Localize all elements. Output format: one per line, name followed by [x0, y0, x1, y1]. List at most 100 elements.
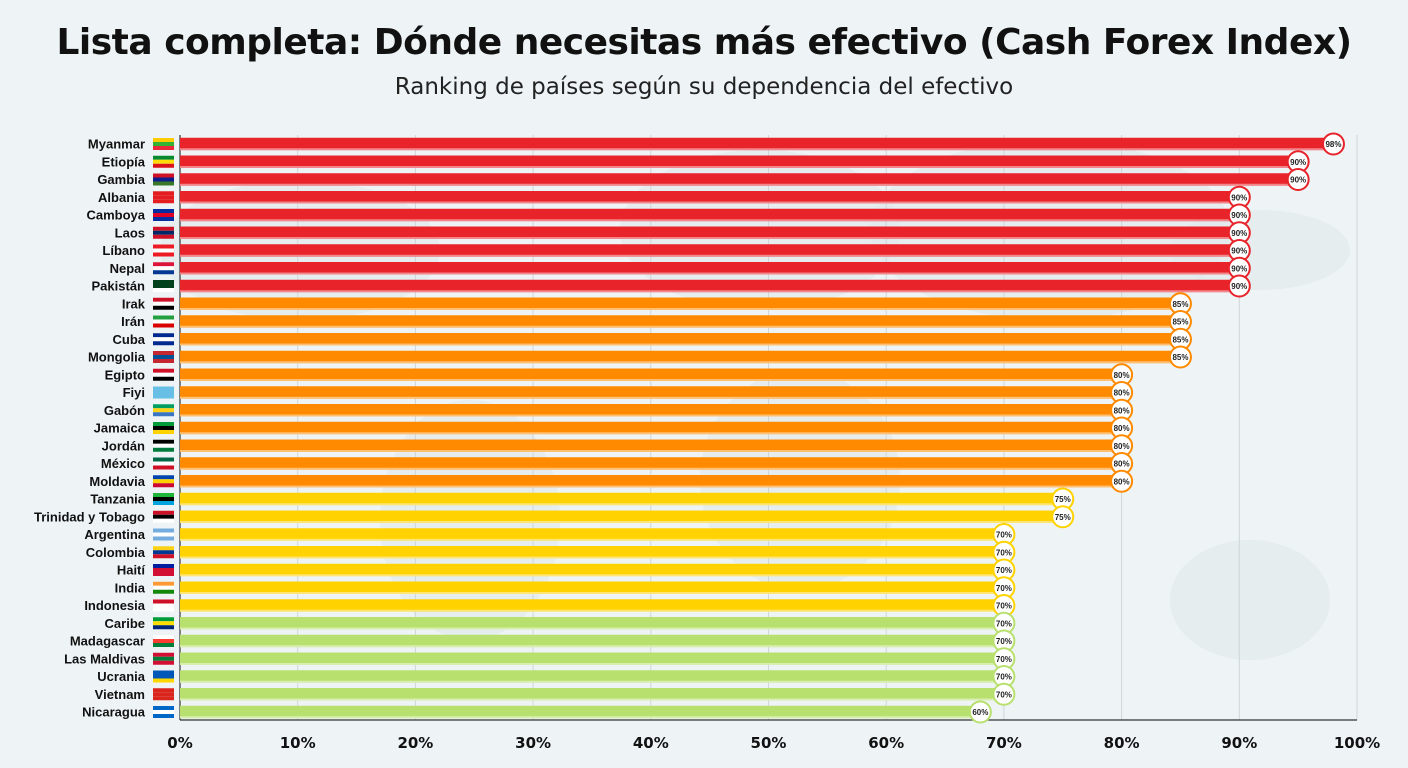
- bar: [180, 155, 1299, 168]
- flag-stripe: [153, 155, 174, 160]
- flag-stripe: [153, 319, 174, 324]
- bar-highlight: [180, 272, 1240, 275]
- category-label: México: [101, 456, 145, 471]
- data-label: 85%: [1172, 353, 1188, 362]
- category-label: Haití: [117, 563, 146, 578]
- data-label: 70%: [996, 531, 1012, 540]
- bar: [180, 546, 1004, 559]
- bar-highlight: [180, 503, 1063, 506]
- data-label-badge: [1286, 168, 1310, 191]
- bar-highlight: [180, 148, 1334, 151]
- category-label: Camboya: [86, 208, 145, 223]
- bar-highlight: [180, 325, 1181, 328]
- bar-highlight: [180, 450, 1122, 452]
- category-label: Las Maldivas: [64, 651, 145, 666]
- flag-stripe: [153, 439, 174, 444]
- data-label: 70%: [996, 566, 1012, 575]
- flag-stripe: [153, 674, 174, 679]
- data-label: 90%: [1231, 264, 1247, 273]
- data-label-badge: [1227, 274, 1251, 298]
- flag-stripe: [153, 585, 174, 590]
- flag-stripe: [153, 660, 174, 665]
- data-label: 98%: [1325, 140, 1341, 149]
- flag-stripe: [153, 475, 174, 480]
- data-label-badge: [968, 700, 992, 724]
- flag-stripe: [153, 599, 174, 604]
- flag-stripe: [153, 447, 174, 452]
- flag-stripe: [153, 518, 174, 523]
- flag-stripe: [153, 191, 174, 196]
- flag-stripe: [153, 625, 174, 630]
- bar-highlight: [180, 432, 1122, 435]
- flag-stripe: [153, 706, 174, 710]
- category-label: India: [115, 580, 146, 595]
- map-shape: [1170, 540, 1330, 660]
- bar: [180, 404, 1122, 417]
- data-label: 80%: [1114, 477, 1130, 486]
- x-tick-label: 10%: [280, 734, 316, 752]
- category-label: Albania: [98, 190, 146, 205]
- flag-stripe: [153, 589, 174, 594]
- data-label-badge: [1168, 345, 1192, 369]
- data-label: 80%: [1114, 406, 1130, 415]
- data-label: 90%: [1231, 211, 1247, 220]
- bar-highlight: [180, 485, 1122, 488]
- bar: [180, 634, 1004, 648]
- flag-stripe: [153, 368, 174, 373]
- flag-stripe: [153, 461, 174, 466]
- bar-highlight: [180, 680, 1004, 683]
- category-label: Gabón: [104, 403, 145, 418]
- data-label: 75%: [1055, 495, 1071, 504]
- category-label: Ucrania: [97, 669, 145, 684]
- flag-stripe: [153, 457, 174, 462]
- flag-stripe: [153, 270, 174, 275]
- flag-stripe: [153, 652, 174, 657]
- bar-highlight: [180, 201, 1240, 204]
- bar: [180, 421, 1122, 435]
- flag-stripe: [153, 497, 174, 501]
- bar-highlight: [180, 166, 1299, 168]
- category-label: Argentina: [84, 527, 145, 542]
- flag-stripe: [153, 443, 174, 448]
- flag-stripe: [153, 546, 174, 551]
- flag-stripe: [153, 483, 174, 488]
- flag-stripe: [153, 266, 174, 271]
- x-tick-label: 60%: [868, 734, 904, 752]
- bar: [180, 439, 1122, 452]
- data-label: 80%: [1114, 442, 1130, 451]
- category-label: Fiyi: [123, 385, 145, 400]
- flag-stripe: [153, 386, 174, 391]
- data-label: 90%: [1290, 176, 1306, 185]
- bar-highlight: [180, 521, 1063, 523]
- x-tick-label: 50%: [751, 734, 787, 752]
- data-label: 90%: [1231, 282, 1247, 291]
- bar-highlight: [180, 396, 1122, 399]
- flag-stripe: [153, 181, 174, 186]
- flag-stripe: [153, 710, 174, 714]
- flag-stripe: [153, 146, 174, 150]
- flag-stripe: [153, 394, 174, 399]
- flag-stripe: [153, 209, 174, 213]
- bar: [180, 457, 1122, 470]
- x-tick-label: 100%: [1334, 734, 1380, 752]
- category-label: Moldavia: [89, 474, 145, 489]
- bar-highlight: [180, 183, 1299, 186]
- flag-stripe: [153, 568, 174, 572]
- category-label: Colombia: [86, 545, 146, 560]
- bar-highlight: [180, 663, 1004, 665]
- data-label: 80%: [1114, 389, 1130, 398]
- x-tick-label: 80%: [1104, 734, 1140, 752]
- data-label: 90%: [1231, 193, 1247, 202]
- bar-highlight: [180, 379, 1122, 381]
- category-label: Tanzania: [90, 492, 145, 507]
- data-label: 80%: [1114, 460, 1130, 469]
- bar: [180, 315, 1181, 328]
- flag-stripe: [153, 337, 174, 342]
- flag-stripe: [153, 301, 174, 306]
- flag-stripe: [153, 355, 174, 359]
- bar-highlight: [180, 627, 1004, 630]
- category-label: Irak: [122, 296, 146, 311]
- flag-stripe: [153, 230, 174, 235]
- x-tick-label: 20%: [397, 734, 433, 752]
